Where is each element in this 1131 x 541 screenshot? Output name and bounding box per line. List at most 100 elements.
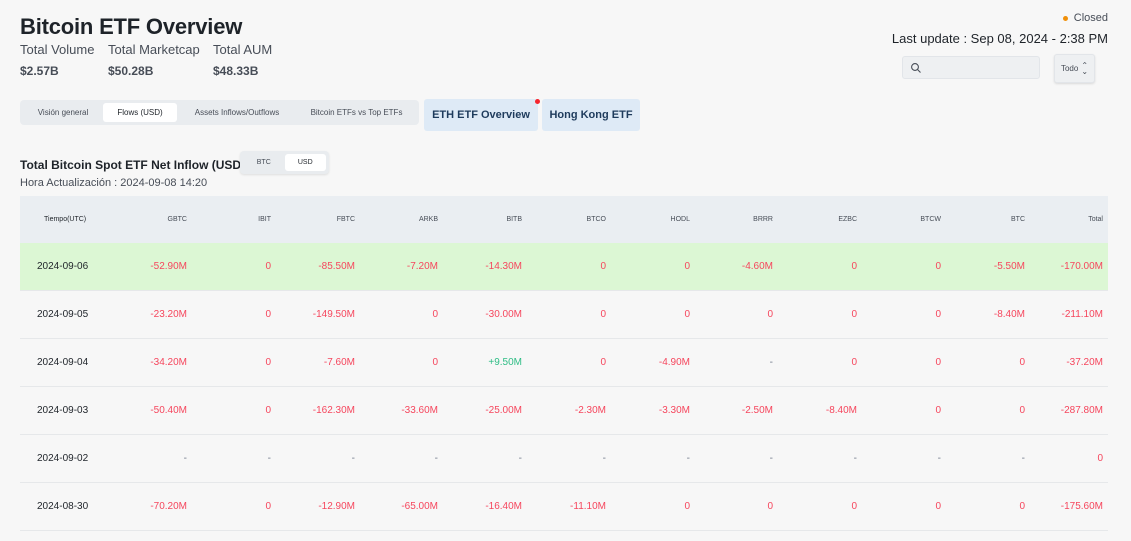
column-header: EZBC xyxy=(838,216,857,223)
table-row[interactable]: 2024-08-30 -70.20M 0 -12.90M -65.00M -16.40M -… xyxy=(20,483,1108,531)
table-cell: 0 xyxy=(935,501,941,512)
table-cell: - xyxy=(769,453,773,464)
column-header: Total xyxy=(1088,216,1103,223)
status-dot-icon xyxy=(1062,15,1068,21)
table-cell: - xyxy=(1021,453,1025,464)
table-cell: 0 xyxy=(767,309,773,320)
table-cell: 0 xyxy=(767,501,773,512)
table-cell: 0 xyxy=(265,405,271,416)
table-cell: 0 xyxy=(432,309,438,320)
table-cell: -85.50M xyxy=(318,261,355,272)
table-cell: 0 xyxy=(851,309,857,320)
table-row[interactable]: 2024-09-06 -52.90M 0 -85.50M -7.20M -14.30M 0 0… xyxy=(20,243,1108,291)
column-header: GBTC xyxy=(167,216,187,223)
table-cell: -175.60M xyxy=(1060,501,1103,512)
toggle-usd[interactable]: USD xyxy=(284,154,326,171)
table-cell: -8.40M xyxy=(993,309,1025,320)
table-cell: 0 xyxy=(935,261,941,272)
table-row[interactable]: 2024-09-03 -50.40M 0 -162.30M -33.60M -25.00M… xyxy=(20,387,1108,435)
column-header: HODL xyxy=(670,216,690,223)
tab-flows-usd[interactable]: Flows (USD) xyxy=(103,103,177,122)
table-cell: -4.90M xyxy=(658,357,690,368)
table-cell: -149.50M xyxy=(312,309,355,320)
table-cell: 0 xyxy=(935,357,941,368)
column-header: Tiempo(UTC) xyxy=(44,216,87,223)
column-header: BITB xyxy=(506,216,522,223)
table-header: Tiempo(UTC) GBTC IBIT FBTC ARKB BITB BTCO HODL B… xyxy=(20,196,1108,243)
toggle-btc[interactable]: BTC xyxy=(256,159,271,166)
eth-etf-overview-link[interactable]: ETH ETF Overview xyxy=(424,99,538,131)
table-cell: 0 xyxy=(600,261,606,272)
column-header: BTC xyxy=(1011,216,1025,223)
unit-toggle: BTC USD xyxy=(240,151,329,174)
tab-vision-general[interactable]: Visión general xyxy=(37,108,89,117)
table-cell: 0 xyxy=(851,261,857,272)
table-cell: -70.20M xyxy=(150,501,187,512)
table-cell: 0 xyxy=(265,501,271,512)
total-marketcap-label: Total Marketcap xyxy=(108,42,200,57)
table-cell: 0 xyxy=(1019,501,1025,512)
hong-kong-etf-link[interactable]: Hong Kong ETF xyxy=(542,99,640,131)
table-cell: 0 xyxy=(1019,357,1025,368)
column-header: FBTC xyxy=(336,216,355,223)
table-cell: - xyxy=(769,357,773,368)
table-cell: -16.40M xyxy=(485,501,522,512)
fund-select[interactable]: Todo ⌃ ⌄ xyxy=(1054,54,1095,83)
table-cell: - xyxy=(351,453,355,464)
table-cell: 0 xyxy=(600,357,606,368)
table-cell: -65.00M xyxy=(401,501,438,512)
table-cell: 0 xyxy=(935,405,941,416)
table-cell: 0 xyxy=(432,357,438,368)
table-cell: -34.20M xyxy=(150,357,187,368)
table-cell: -50.40M xyxy=(150,405,187,416)
date-cell: 2024-09-03 xyxy=(37,405,89,416)
table-cell: -37.20M xyxy=(1066,357,1103,368)
table-cell: -4.60M xyxy=(741,261,773,272)
table-cell: -2.50M xyxy=(741,405,773,416)
table-cell: - xyxy=(183,453,187,464)
table-cell: 0 xyxy=(684,309,690,320)
total-volume-label: Total Volume xyxy=(20,42,95,57)
tab-bitcoin-etfs-vs-top-etfs[interactable]: Bitcoin ETFs vs Top ETFs xyxy=(310,108,403,117)
table-cell: -14.30M xyxy=(485,261,522,272)
search-input[interactable] xyxy=(902,56,1040,79)
table-cell: -3.30M xyxy=(658,405,690,416)
table-cell: 0 xyxy=(935,309,941,320)
table-cell: -11.10M xyxy=(570,501,606,512)
column-header: IBIT xyxy=(258,216,271,223)
column-header: BRRR xyxy=(753,216,773,223)
date-cell: 2024-09-02 xyxy=(37,453,89,464)
table-cell: - xyxy=(853,453,857,464)
notification-dot-icon xyxy=(535,99,540,104)
total-marketcap-value: $50.28B xyxy=(108,64,154,78)
flows-table: Tiempo(UTC) GBTC IBIT FBTC ARKB BITB BTCO HODL B… xyxy=(20,196,1108,531)
date-cell: 2024-09-05 xyxy=(37,309,89,320)
table-cell: -33.60M xyxy=(401,405,438,416)
table-row[interactable]: 2024-09-04 -34.20M 0 -7.60M 0 +9.50M 0 -4.90M - 0… xyxy=(20,339,1108,387)
market-status-text: Closed xyxy=(1073,12,1108,24)
chevron-updown-icon: ⌃ ⌄ xyxy=(1081,60,1089,76)
table-cell: -12.90M xyxy=(318,501,355,512)
table-cell: -5.50M xyxy=(993,261,1025,272)
search-icon xyxy=(911,63,921,73)
date-cell: 2024-09-06 xyxy=(37,261,89,272)
table-cell: -7.60M xyxy=(323,357,355,368)
table-cell: 0 xyxy=(600,309,606,320)
table-cell: 0 xyxy=(851,357,857,368)
date-cell: 2024-08-30 xyxy=(37,501,89,512)
table-cell: -8.40M xyxy=(825,405,857,416)
table-row[interactable]: 2024-09-05 -23.20M 0 -149.50M 0 -30.00M 0 0 0 0 0 -… xyxy=(20,291,1108,339)
table-row[interactable]: 2024-09-02 - - - - - - - - - - - 0 xyxy=(20,435,1108,483)
table-cell: - xyxy=(518,453,522,464)
table-cell: -211.10M xyxy=(1061,309,1103,320)
total-aum-label: Total AUM xyxy=(213,42,273,57)
section-title: Total Bitcoin Spot ETF Net Inflow (USD) xyxy=(20,158,246,172)
tab-assets-inflows-outflows[interactable]: Assets Inflows/Outflows xyxy=(194,108,280,117)
column-header: BTCW xyxy=(920,216,941,223)
table-cell: 0 xyxy=(265,309,271,320)
fund-select-value: Todo xyxy=(1060,64,1079,73)
total-volume-value: $2.57B xyxy=(20,64,59,78)
table-cell: -30.00M xyxy=(485,309,522,320)
table-cell: - xyxy=(937,453,941,464)
table-cell: -287.80M xyxy=(1060,405,1103,416)
